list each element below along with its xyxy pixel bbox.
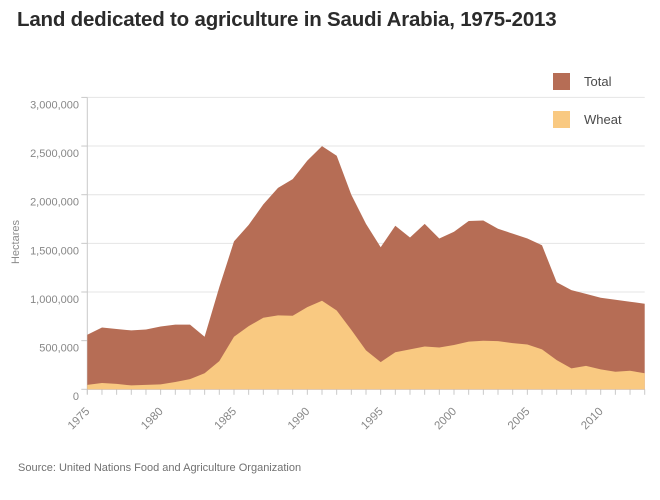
wheat-swatch	[553, 111, 570, 128]
wheat-legend-label: Wheat	[584, 112, 622, 127]
y-tick-label: 0	[73, 391, 79, 403]
x-tick-label: 2005	[506, 406, 533, 433]
x-tick-label: 1980	[139, 406, 166, 433]
legend: Total Wheat	[553, 73, 622, 149]
x-tick-label: 1985	[213, 406, 240, 433]
y-axis-title: Hectares	[10, 219, 22, 265]
total-area-series	[87, 146, 645, 390]
legend-item-total: Total	[553, 73, 622, 90]
y-tick-label: 1,500,000	[30, 245, 79, 257]
y-tick-label: 1,000,000	[30, 294, 79, 306]
total-swatch	[553, 73, 570, 90]
y-tick-label: 2,500,000	[30, 148, 79, 160]
wheat-area-series	[87, 300, 645, 390]
chart-title: Land dedicated to agriculture in Saudi A…	[17, 8, 557, 31]
legend-item-wheat: Wheat	[553, 111, 622, 128]
source-note: Source: United Nations Food and Agricult…	[18, 462, 302, 474]
y-tick-label: 3,000,000	[30, 99, 79, 111]
total-legend-label: Total	[584, 74, 612, 89]
x-tick-label: 1975	[66, 406, 93, 433]
y-tick-label: 500,000	[39, 343, 79, 355]
x-tick-label: 2010	[579, 406, 606, 433]
x-tick-label: 1995	[359, 406, 386, 433]
y-tick-label: 2,000,000	[30, 197, 79, 209]
x-tick-label: 1990	[286, 406, 313, 433]
x-tick-label: 2000	[433, 406, 460, 433]
